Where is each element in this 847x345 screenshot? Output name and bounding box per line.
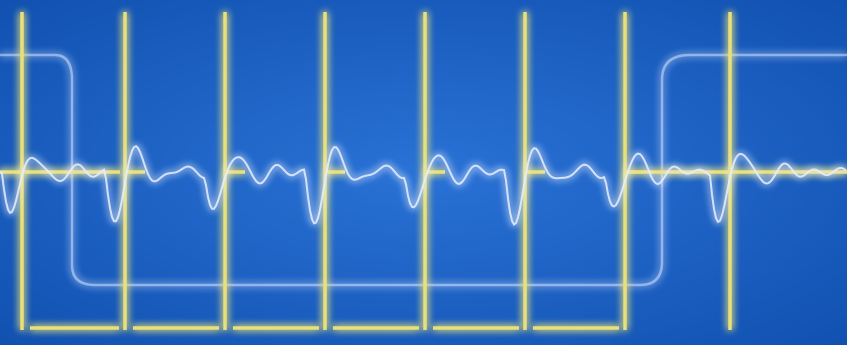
square-wave [0,12,847,330]
envelope-curve [0,53,847,287]
oscillation-wave [0,145,847,226]
